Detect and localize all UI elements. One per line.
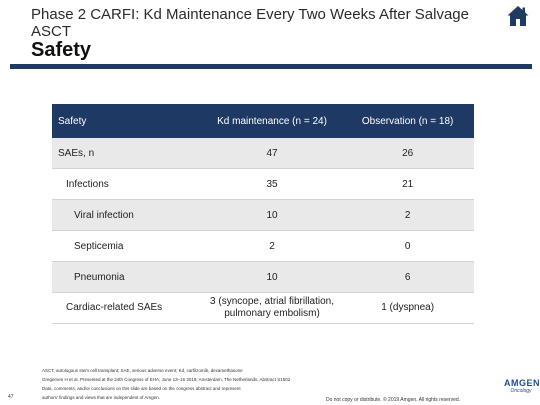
row-label: Infections [66, 178, 109, 190]
cell-kd: 35 [266, 178, 278, 190]
cell-observation: 6 [404, 271, 411, 283]
cell-kd: 10 [266, 271, 278, 283]
footnote-disclaimer-2: authors' findings and views that are ind… [42, 395, 160, 400]
row-label: SAEs, n [58, 147, 95, 159]
cell-kd: 10 [266, 209, 278, 221]
copyright-notice: Do not copy or distribute. © 2019 Amgen.… [326, 397, 461, 403]
safety-table: Safety Kd maintenance (n = 24) Observati… [52, 104, 474, 324]
table-row: Pneumonia 10 6 [52, 261, 474, 293]
footnote-citation: Gregersen H et al. Presented at the 24th… [42, 377, 291, 382]
footnote-disclaimer-1: Data, comments, and/or conclusions on th… [42, 386, 241, 391]
slide-title: Phase 2 CARFI: Kd Maintenance Every Two … [31, 6, 469, 40]
row-label: Viral infection [74, 209, 134, 221]
cell-observation: 1 (dyspnea) [381, 302, 435, 313]
page-number: 47 [8, 394, 14, 400]
amgen-logo: AMGEN Oncology [504, 378, 540, 394]
cell-observation: 21 [402, 178, 414, 190]
table-row: Infections 35 21 [52, 168, 474, 200]
column-header-observation: Observation (n = 18) [341, 104, 474, 138]
header-divider [10, 64, 532, 69]
footnote-abbreviations: ASCT, autologous stem cell transplant; S… [42, 368, 243, 373]
column-header-safety: Safety [52, 104, 203, 138]
row-label: Cardiac-related SAEs [66, 302, 163, 313]
row-label: Septicemia [74, 240, 124, 252]
table-header-row: Safety Kd maintenance (n = 24) Observati… [52, 104, 474, 138]
logo-subtext: Oncology [510, 388, 532, 394]
cell-observation: 2 [404, 209, 411, 221]
cell-kd: 2 [269, 240, 275, 252]
footnote: ASCT, autologous stem cell transplant; S… [42, 366, 362, 402]
table-row: Viral infection 10 2 [52, 199, 474, 231]
home-icon[interactable] [506, 4, 530, 28]
table-row: SAEs, n 47 26 [52, 138, 474, 169]
table-row: Septicemia 2 0 [52, 230, 474, 262]
cell-observation: 26 [402, 147, 414, 159]
table-row: Cardiac-related SAEs 3 (syncope, atrial … [52, 292, 474, 324]
cell-kd: 47 [266, 147, 278, 159]
cell-kd: 3 (syncope, atrial fibrillation, pulmona… [210, 296, 334, 319]
section-heading: Safety [31, 39, 92, 61]
logo-text: AMGEN [504, 378, 540, 388]
cell-observation: 0 [404, 240, 411, 252]
column-header-kd: Kd maintenance (n = 24) [202, 104, 342, 138]
row-label: Pneumonia [74, 271, 125, 283]
